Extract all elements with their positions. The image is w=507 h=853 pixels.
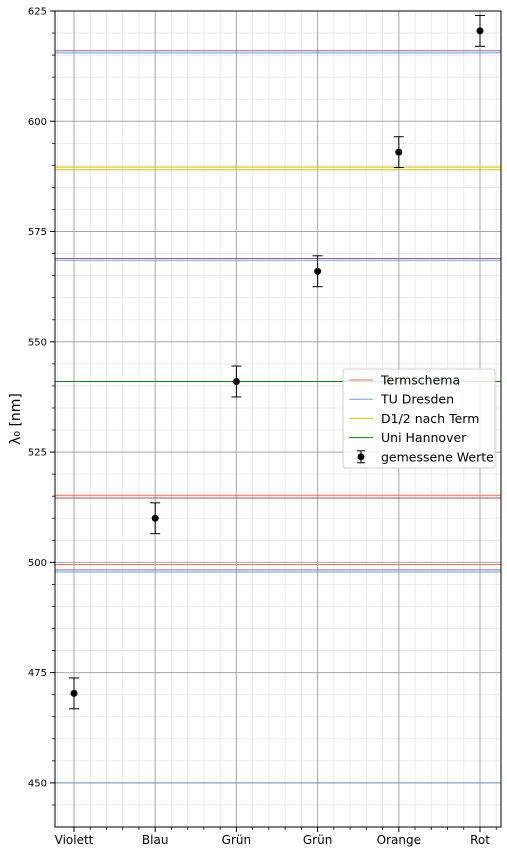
y-axis-title: λ₀ [nm] (8, 393, 24, 445)
y-tick-label: 600 (28, 117, 47, 128)
data-point (233, 378, 240, 385)
y-tick-label: 625 (28, 7, 47, 18)
legend-label: Uni Hannover (381, 430, 467, 445)
data-point (477, 27, 484, 34)
legend-point-swatch (358, 453, 365, 460)
legend-label: TU Dresden (380, 392, 454, 407)
y-tick-label: 575 (28, 227, 47, 238)
legend: Termschema TU Dresden D1/2 nach Term Uni Ha… (343, 369, 495, 468)
x-category-label: Blau (142, 833, 169, 847)
x-category-label: Violett (55, 833, 94, 847)
data-point (71, 690, 78, 697)
data-point (395, 149, 402, 156)
legend-label: gemessene Werte (381, 449, 494, 464)
legend-label: Termschema (380, 373, 460, 388)
y-tick-label: 450 (28, 778, 47, 789)
x-category-label: Rot (470, 833, 490, 847)
y-tick-label: 550 (28, 337, 47, 348)
y-tick-label: 500 (28, 558, 47, 569)
measured-points (69, 15, 485, 708)
x-category-label: Grün (222, 833, 251, 847)
y-tick-label: 475 (28, 668, 47, 679)
data-point (152, 515, 159, 522)
x-category-label: Orange (377, 833, 421, 847)
x-category-label: Grün (303, 833, 332, 847)
data-point (314, 268, 321, 275)
y-tick-label: 525 (28, 448, 47, 459)
legend-label: D1/2 nach Term (381, 411, 479, 426)
